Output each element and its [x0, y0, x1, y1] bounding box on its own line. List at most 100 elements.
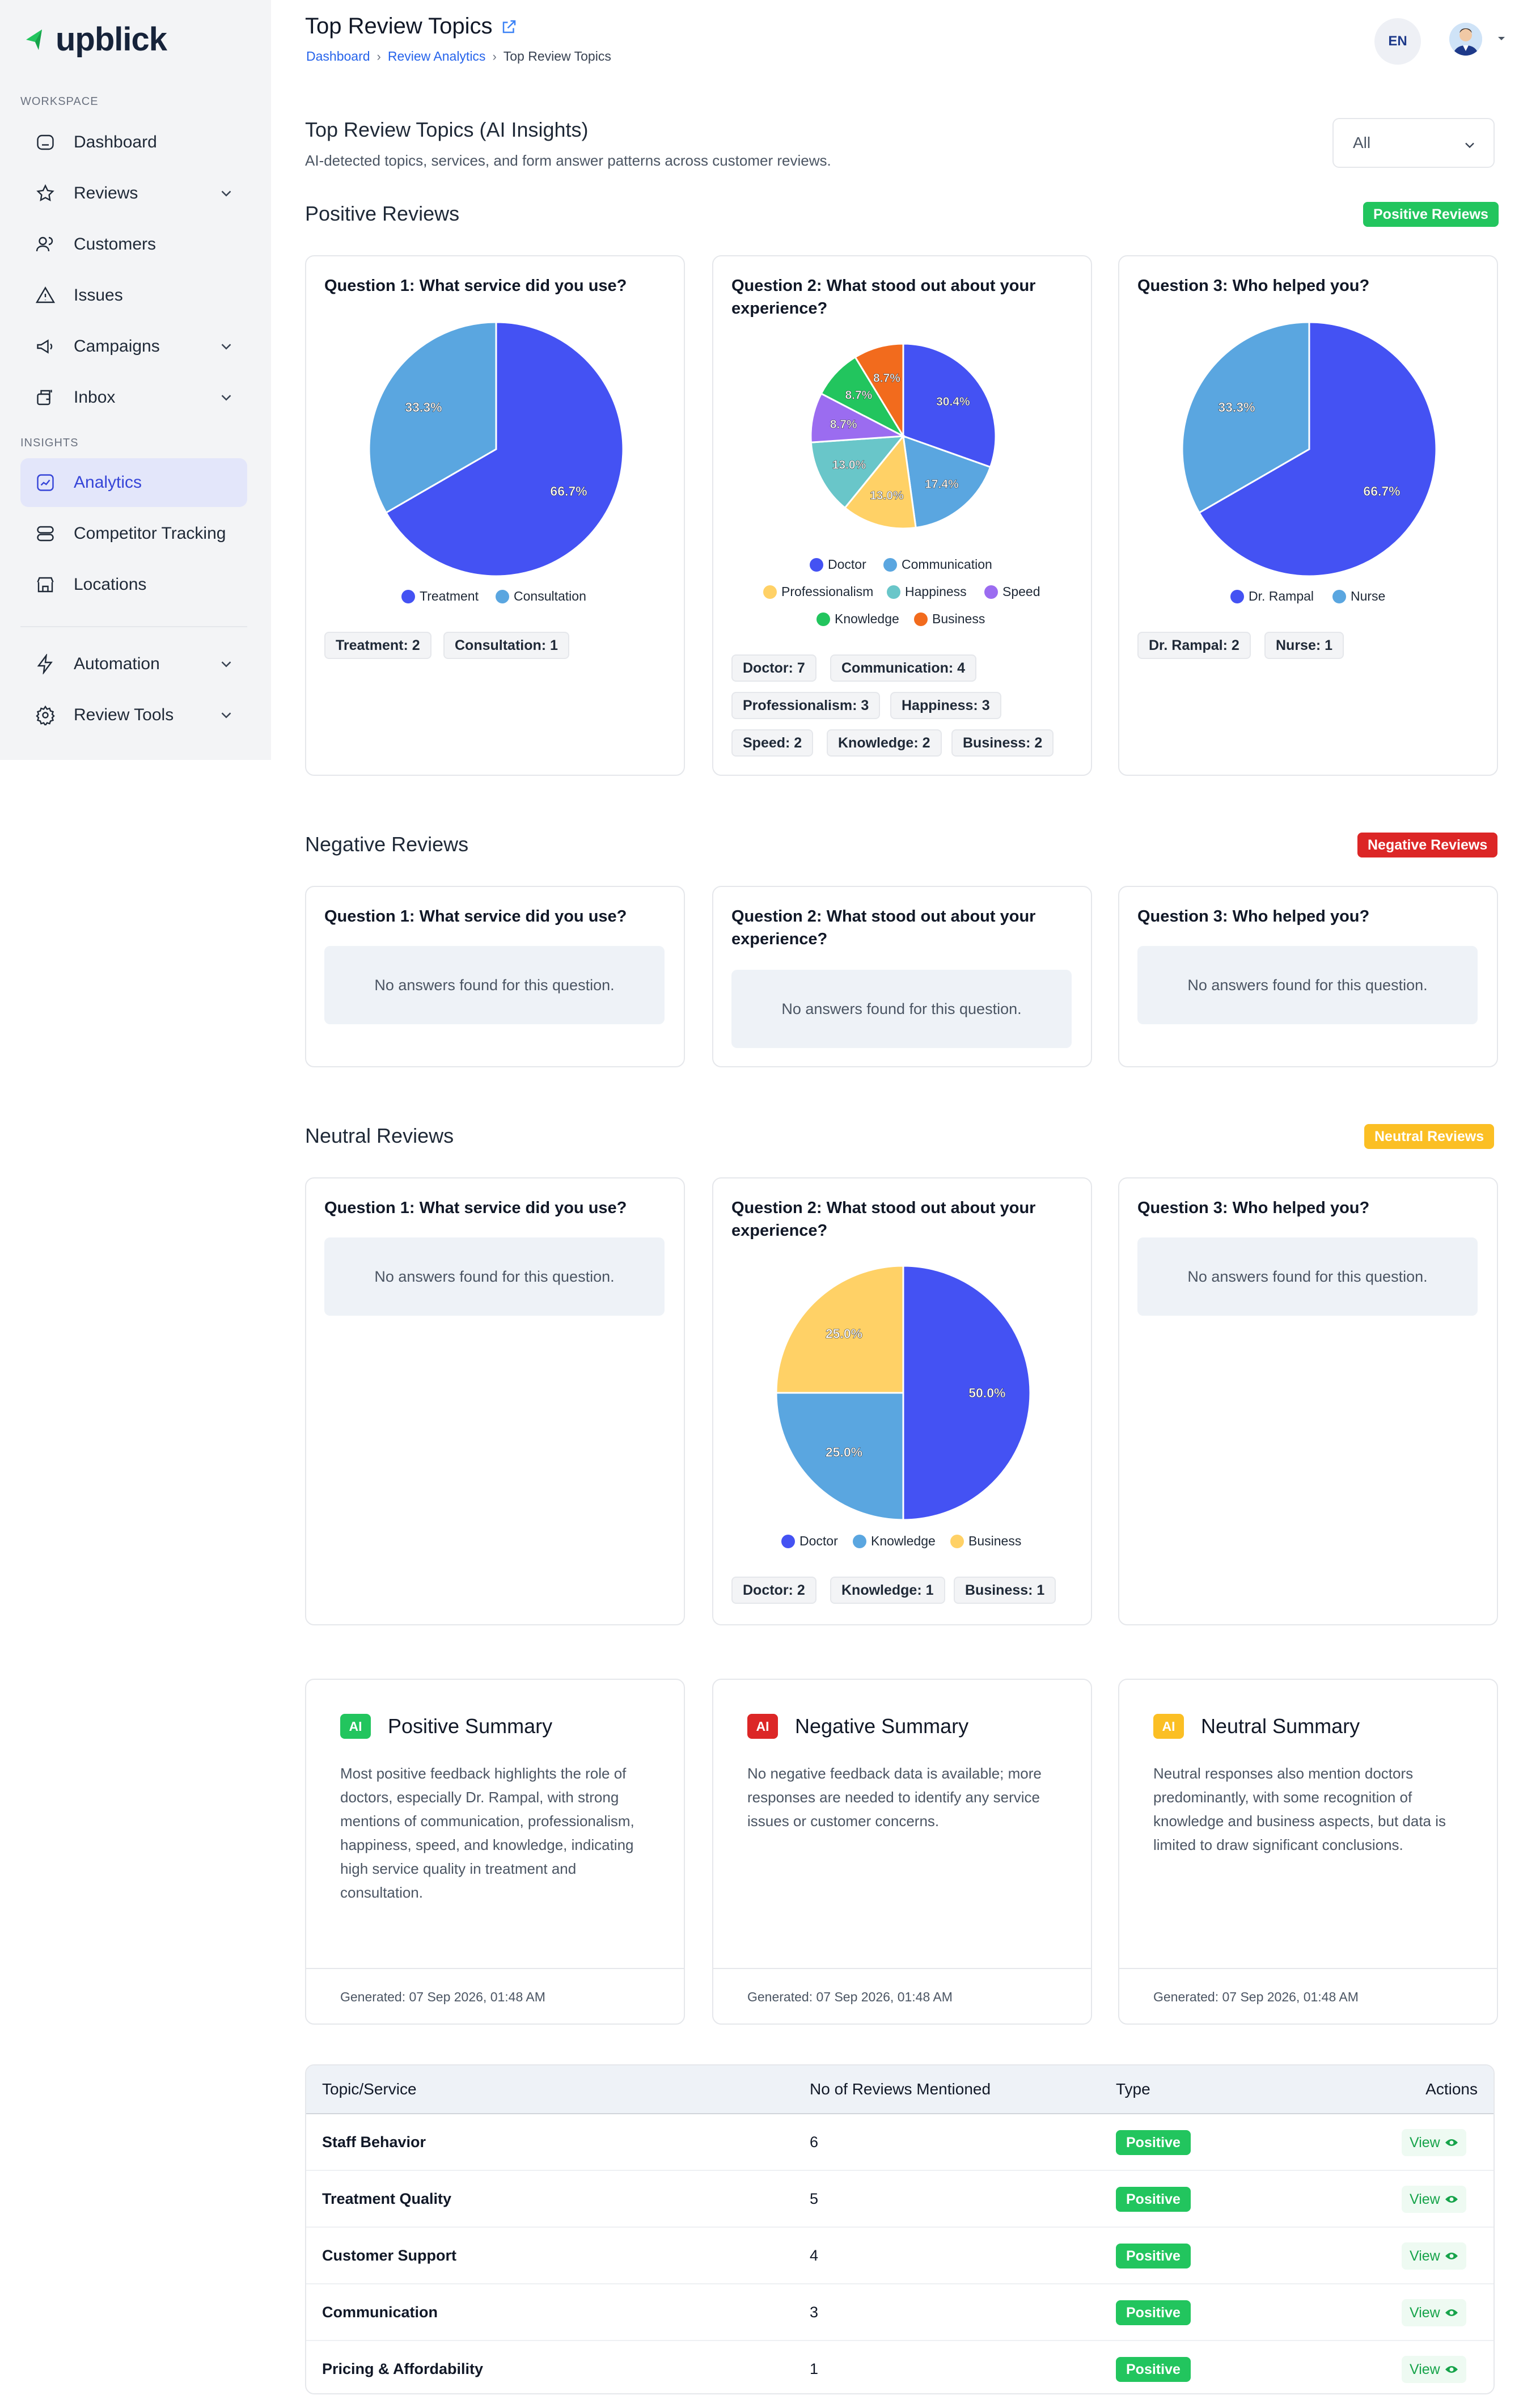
pie-slice-professionalism[interactable] — [844, 434, 917, 530]
view-button[interactable]: View — [1402, 2186, 1466, 2213]
generated-timestamp: Generated: 07 Sep 2026, 01:48 AM — [1153, 1989, 1359, 2004]
pie-slice-knowledge[interactable] — [775, 1392, 904, 1521]
ai-badge: AI — [340, 1714, 371, 1739]
pie-slice-nurse[interactable] — [1181, 321, 1310, 514]
count-chip: Nurse: 1 — [1264, 632, 1344, 659]
positive-q1-pie-chart: 66.7% 33.3% — [368, 321, 624, 577]
positive-q1-card: Question 1: What service did you use? 66… — [305, 255, 685, 776]
pie-slice-knowledge[interactable] — [820, 356, 906, 438]
neutral-q2-card: Question 2: What stood out about your ex… — [712, 1177, 1092, 1625]
legend-label: Professionalism — [781, 584, 874, 599]
negative-q1-card: Question 1: What service did you use? No… — [305, 886, 685, 1067]
view-button[interactable]: View — [1402, 2129, 1466, 2156]
pie-slice-business[interactable] — [775, 1265, 904, 1394]
sidebar-item-label: Automation — [74, 654, 160, 673]
analytics-icon — [34, 471, 57, 494]
column-header-actions: Actions — [1425, 2080, 1478, 2098]
empty-state: No answers found for this question. — [324, 1237, 665, 1316]
pie-data-label: 50.0% — [968, 1385, 1005, 1400]
sidebar-item-analytics[interactable]: Analytics — [20, 458, 247, 507]
positive-q2-pie-chart: 30.4%17.4%13.0%13.0%8.7%8.7%8.7% — [810, 343, 997, 530]
sidebar-item-label: Issues — [74, 286, 123, 305]
legend-item: Knowledge — [853, 1533, 936, 1549]
neutral-q3-card: Question 3: Who helped you? No answers f… — [1118, 1177, 1498, 1625]
avatar[interactable] — [1449, 23, 1482, 56]
negative-summary-card: AI Negative Summary No negative feedback… — [712, 1679, 1092, 2025]
legend-item: Doctor — [810, 557, 866, 572]
sidebar-item-review-tools[interactable]: Review Tools — [20, 691, 247, 740]
sentiment-filter-select[interactable]: All — [1332, 118, 1495, 168]
column-header-type: Type — [1116, 2080, 1150, 2098]
positive-q3-pie-chart: 66.7% 33.3% — [1181, 321, 1437, 577]
column-header-topic: Topic/Service — [322, 2080, 417, 2098]
caret-down-icon[interactable] — [1497, 35, 1506, 42]
pie-slice-business[interactable] — [854, 343, 904, 440]
pie-slice-doctor[interactable] — [902, 1265, 1031, 1521]
users-icon — [34, 233, 57, 256]
ai-badge: AI — [747, 1714, 778, 1739]
sidebar-item-customers[interactable]: Customers — [20, 220, 247, 269]
chevron-down-icon — [221, 395, 231, 401]
legend-item: Professionalism — [763, 584, 873, 599]
count-chip: Happiness: 3 — [890, 692, 1001, 719]
sidebar-item-inbox[interactable]: Inbox — [20, 373, 247, 422]
sidebar-item-automation[interactable]: Automation — [20, 640, 247, 688]
breadcrumb-current: Top Review Topics — [503, 49, 611, 64]
pie-data-label: 33.3% — [405, 400, 442, 415]
legend-item: Treatment — [401, 589, 479, 604]
summary-divider — [1119, 1968, 1497, 1969]
question-title: Question 3: Who helped you? — [1137, 277, 1370, 295]
pie-slice-speed[interactable] — [810, 392, 907, 443]
summary-title: Negative Summary — [795, 1714, 969, 1738]
sidebar-item-campaigns[interactable]: Campaigns — [20, 322, 247, 371]
pie-slice-communication[interactable] — [902, 434, 992, 529]
question-title: Question 1: What service did you use? — [324, 277, 627, 295]
pie-slice-happiness[interactable] — [810, 435, 906, 509]
user-avatar-icon — [1449, 23, 1482, 56]
count-chip: Dr. Rampal: 2 — [1137, 632, 1251, 659]
view-button[interactable]: View — [1402, 2242, 1466, 2270]
generated-timestamp: Generated: 07 Sep 2026, 01:48 AM — [340, 1989, 545, 2004]
pie-data-label: 25.0% — [826, 1445, 862, 1460]
type-badge: Positive — [1116, 2130, 1191, 2155]
sidebar-item-issues[interactable]: Issues — [20, 271, 247, 320]
neutral-badge: Neutral Reviews — [1364, 1124, 1495, 1149]
language-switcher[interactable]: EN — [1374, 18, 1421, 65]
question-title: Question 3: Who helped you? — [1137, 1199, 1370, 1217]
sidebar-item-locations[interactable]: Locations — [20, 560, 247, 609]
count-chip: Speed: 2 — [731, 729, 814, 757]
external-link-icon[interactable] — [501, 18, 518, 35]
sidebar-item-dashboard[interactable]: Dashboard — [20, 118, 247, 167]
legend-item: Speed — [984, 584, 1040, 599]
positive-section-title: Positive Reviews — [305, 202, 460, 225]
view-button[interactable]: View — [1402, 2299, 1466, 2326]
view-label: View — [1410, 2248, 1440, 2264]
legend-dot — [1230, 589, 1244, 603]
pie-slice-doctor[interactable] — [902, 343, 997, 468]
breadcrumb-dashboard[interactable]: Dashboard — [306, 49, 370, 64]
review-count: 1 — [810, 2360, 819, 2377]
pie-slice-consultation[interactable] — [368, 321, 497, 514]
table-row: Staff Behavior 6 Positive View — [306, 2114, 1494, 2171]
sidebar-item-competitor-tracking[interactable]: Competitor Tracking — [20, 509, 247, 558]
review-count: 4 — [810, 2247, 819, 2264]
chevron-right-icon: › — [376, 49, 381, 64]
type-badge: Positive — [1116, 2187, 1191, 2212]
view-button[interactable]: View — [1402, 2356, 1466, 2383]
pie-data-label: 30.4% — [936, 395, 970, 408]
breadcrumb-review-analytics[interactable]: Review Analytics — [387, 49, 486, 64]
chevron-right-icon: › — [492, 49, 497, 64]
pie-slice-dr-rampal[interactable] — [1198, 321, 1437, 577]
sidebar-item-reviews[interactable]: Reviews — [20, 169, 247, 218]
table-row: Customer Support 4 Positive View — [306, 2228, 1494, 2284]
topic-name: Communication — [322, 2304, 438, 2321]
legend-label: Knowledge — [835, 611, 899, 626]
brand-logo[interactable]: upblick — [25, 20, 167, 58]
pie-slice-treatment[interactable] — [384, 321, 624, 577]
filter-selected-value: All — [1353, 134, 1371, 151]
gear-icon — [34, 704, 57, 726]
legend-label: Knowledge — [871, 1533, 936, 1548]
count-chip: Knowledge: 1 — [830, 1577, 945, 1604]
legend-dot — [883, 557, 897, 572]
pie-data-label: 33.3% — [1218, 400, 1255, 415]
